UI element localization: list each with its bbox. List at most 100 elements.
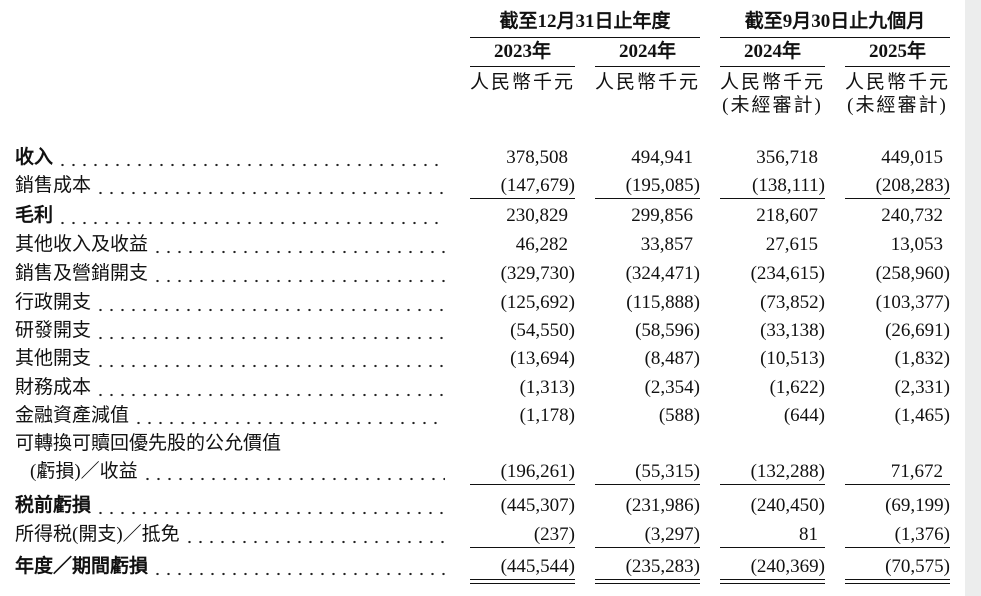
row-label: 行政開支: [15, 291, 445, 315]
dot-leader: [152, 262, 445, 286]
sum-rule: [720, 484, 825, 485]
sum-rule: [845, 579, 950, 580]
sum-rule: [845, 484, 950, 485]
cell-value: (208,283): [875, 175, 950, 196]
cell-value: (196,261): [500, 461, 575, 482]
unit-header: 人民幣千元: [470, 72, 576, 93]
sum-rule: [595, 547, 700, 548]
cell-value: (1,178): [519, 405, 575, 426]
cell-value: (70,575): [885, 556, 950, 577]
cell-value: (26,691): [885, 320, 950, 341]
label-text: 税前虧損: [15, 495, 92, 516]
cell-value: (237): [533, 524, 575, 545]
cell-value: (588): [658, 405, 700, 426]
label-text: 收入: [15, 147, 54, 168]
cell-value: 299,856: [631, 205, 693, 226]
sum-rule: [595, 583, 700, 584]
row-label: (虧損)／收益: [30, 460, 445, 484]
cell-value: (240,450): [750, 495, 825, 516]
cell-value: 218,607: [756, 205, 818, 226]
dot-leader: [141, 460, 445, 484]
row-label: 年度／期間虧損: [15, 555, 445, 579]
sum-rule: [470, 583, 575, 584]
unit-header: 人民幣千元: [845, 72, 951, 93]
label-text: 所得税(開支)／抵免: [15, 524, 180, 545]
cell-value: (445,544): [500, 556, 575, 577]
row-label: 税前虧損: [15, 494, 445, 518]
sum-rule: [470, 579, 575, 580]
cell-value: (55,315): [635, 461, 700, 482]
dot-leader: [95, 174, 445, 198]
row-label: 可轉換可贖回優先股的公允價值: [15, 432, 445, 456]
cell-value: (258,960): [875, 263, 950, 284]
cell-value: (58,596): [635, 320, 700, 341]
dot-leader: [183, 523, 445, 547]
cell-value: 378,508: [506, 147, 568, 168]
cell-value: (1,465): [894, 405, 950, 426]
sum-rule: [470, 547, 575, 548]
label-text: 財務成本: [15, 377, 92, 398]
year-header: 2024年: [743, 41, 801, 62]
cell-value: (2,331): [894, 377, 950, 398]
cell-value: 494,941: [631, 147, 693, 168]
cell-value: 81: [799, 524, 818, 545]
cell-value: (8,487): [644, 348, 700, 369]
dot-leader: [95, 376, 445, 400]
sum-rule: [595, 579, 700, 580]
cell-value: (1,832): [894, 348, 950, 369]
unit-header: 人民幣千元: [720, 72, 826, 93]
label-text: 其他收入及收益: [15, 234, 149, 255]
cell-value: (33,138): [760, 320, 825, 341]
cell-value: (147,679): [500, 175, 575, 196]
group-title: 截至9月30日止九個月: [744, 11, 926, 32]
cell-value: (73,852): [760, 292, 825, 313]
cell-value: 13,053: [890, 234, 943, 255]
cell-value: (231,986): [625, 495, 700, 516]
cell-value: (115,888): [626, 292, 700, 313]
year-rule: [470, 66, 575, 67]
group-title: 截至12月31日止年度: [499, 11, 671, 32]
sum-rule: [720, 579, 825, 580]
label-text: 行政開支: [15, 292, 92, 313]
sum-rule: [845, 547, 950, 548]
row-label: 其他收入及收益: [15, 233, 445, 257]
sum-rule: [845, 583, 950, 584]
cell-value: (54,550): [510, 320, 575, 341]
dot-leader: [152, 555, 445, 579]
row-label: 金融資產減值: [15, 404, 445, 428]
year-rule: [595, 66, 700, 67]
row-label: 其他開支: [15, 347, 445, 371]
cell-value: (1,622): [769, 377, 825, 398]
cell-value: (1,313): [519, 377, 575, 398]
group-rule: [470, 37, 700, 38]
cell-value: (3,297): [644, 524, 700, 545]
cell-value: (1,376): [894, 524, 950, 545]
cell-value: 230,829: [506, 205, 568, 226]
year-header: 2023年: [493, 41, 551, 62]
cell-value: (138,111): [752, 175, 825, 196]
label-text: 金融資產減值: [15, 405, 130, 426]
row-label: 所得税(開支)／抵免: [15, 523, 445, 547]
cell-value: 46,282: [515, 234, 568, 255]
dot-leader: [152, 233, 445, 257]
label-text: 銷售及營銷開支: [15, 263, 149, 284]
side-strip: [965, 0, 981, 596]
cell-value: (240,369): [750, 556, 825, 577]
cell-value: (13,694): [510, 348, 575, 369]
cell-value: (2,354): [644, 377, 700, 398]
dot-leader: [57, 146, 445, 170]
sum-rule: [720, 547, 825, 548]
year-header: 2025年: [868, 41, 926, 62]
dot-leader: [95, 347, 445, 371]
cell-value: 33,857: [640, 234, 693, 255]
sum-rule: [595, 198, 700, 199]
dot-leader: [57, 204, 445, 228]
cell-value: 27,615: [765, 234, 818, 255]
unaudited-note: (未經審計): [722, 95, 823, 116]
cell-value: (132,288): [750, 461, 825, 482]
cell-value: 240,732: [881, 205, 943, 226]
cell-value: 356,718: [756, 147, 818, 168]
row-label: 收入: [15, 146, 445, 170]
cell-value: 449,015: [881, 147, 943, 168]
sum-rule: [845, 198, 950, 199]
